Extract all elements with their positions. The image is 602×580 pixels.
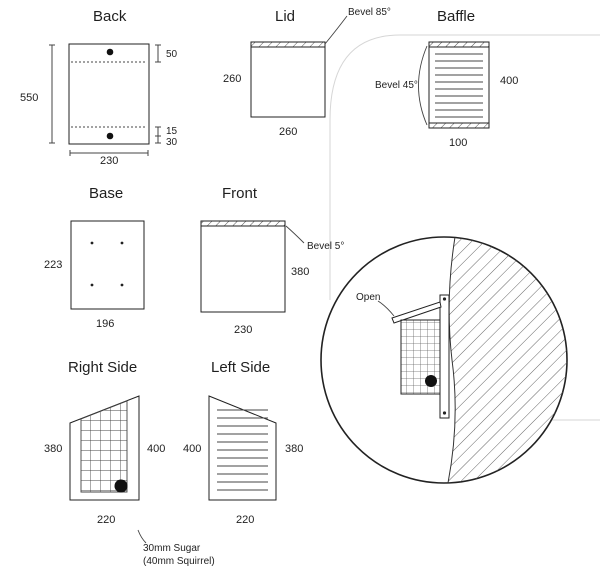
right-side-width-label: 220 xyxy=(97,514,115,526)
lid-panel: Lid 260 260 Bevel 85° xyxy=(223,7,391,138)
installed-box-detail: Open xyxy=(320,236,568,484)
open-note: Open xyxy=(356,292,380,303)
lid-bevel-note: Bevel 85° xyxy=(348,7,391,18)
left-side-panel: Left Side 400 380 220 xyxy=(183,359,303,526)
back-bottom-offset-b-label: 30 xyxy=(166,137,178,148)
front-panel: Front Bevel 5° 380 230 xyxy=(200,185,344,336)
left-side-width-label: 220 xyxy=(236,514,254,526)
right-side-right-height-label: 400 xyxy=(147,443,165,455)
baffle-title: Baffle xyxy=(437,8,475,25)
detail-connector-curve xyxy=(329,34,600,300)
front-bevel-note: Bevel 5° xyxy=(307,241,344,252)
right-side-panel: Right Side 380 400 220 30mm Sugar (40mm … xyxy=(44,359,215,567)
left-side-right-height-label: 380 xyxy=(285,443,303,455)
front-width-label: 230 xyxy=(234,324,252,336)
mounting-hole-icon xyxy=(106,132,114,140)
hole-size-note-line1: 30mm Sugar xyxy=(143,543,201,554)
baffle-height-label: 400 xyxy=(500,75,518,87)
baffle-panel: Baffle Bevel 45° 400 100 xyxy=(375,8,518,149)
lid-height-label: 260 xyxy=(223,73,241,85)
lid-width-label: 260 xyxy=(279,126,297,138)
back-bottom-offset-a-label: 15 xyxy=(166,126,178,137)
front-height-label: 380 xyxy=(291,266,309,278)
lid-bevel-strip xyxy=(250,41,326,48)
right-side-left-height-label: 380 xyxy=(44,443,62,455)
base-title: Base xyxy=(89,185,123,202)
right-side-title: Right Side xyxy=(68,359,137,376)
back-title: Back xyxy=(93,8,127,25)
left-side-left-height-label: 400 xyxy=(183,443,201,455)
base-panel: Base 223 196 xyxy=(44,185,145,330)
entrance-hole-icon xyxy=(425,375,437,387)
baffle-width-label: 100 xyxy=(449,137,467,149)
mounting-hole-icon xyxy=(106,48,114,56)
base-height-label: 223 xyxy=(44,259,62,271)
back-top-offset-label: 50 xyxy=(166,49,178,60)
lid-open xyxy=(391,301,442,324)
back-height-label: 550 xyxy=(20,92,38,104)
lid-title: Lid xyxy=(275,8,295,25)
left-side-title: Left Side xyxy=(211,359,270,376)
tree-trunk-section xyxy=(447,237,567,483)
baffle-bevel-note: Bevel 45° xyxy=(375,80,418,91)
base-width-label: 196 xyxy=(96,318,114,330)
hole-size-note-line2: (40mm Squirrel) xyxy=(143,556,215,567)
front-title: Front xyxy=(222,185,258,202)
entrance-hole-icon xyxy=(114,479,128,493)
back-panel: Back 550 230 50 15 30 xyxy=(20,8,178,167)
back-width-label: 230 xyxy=(100,155,118,167)
